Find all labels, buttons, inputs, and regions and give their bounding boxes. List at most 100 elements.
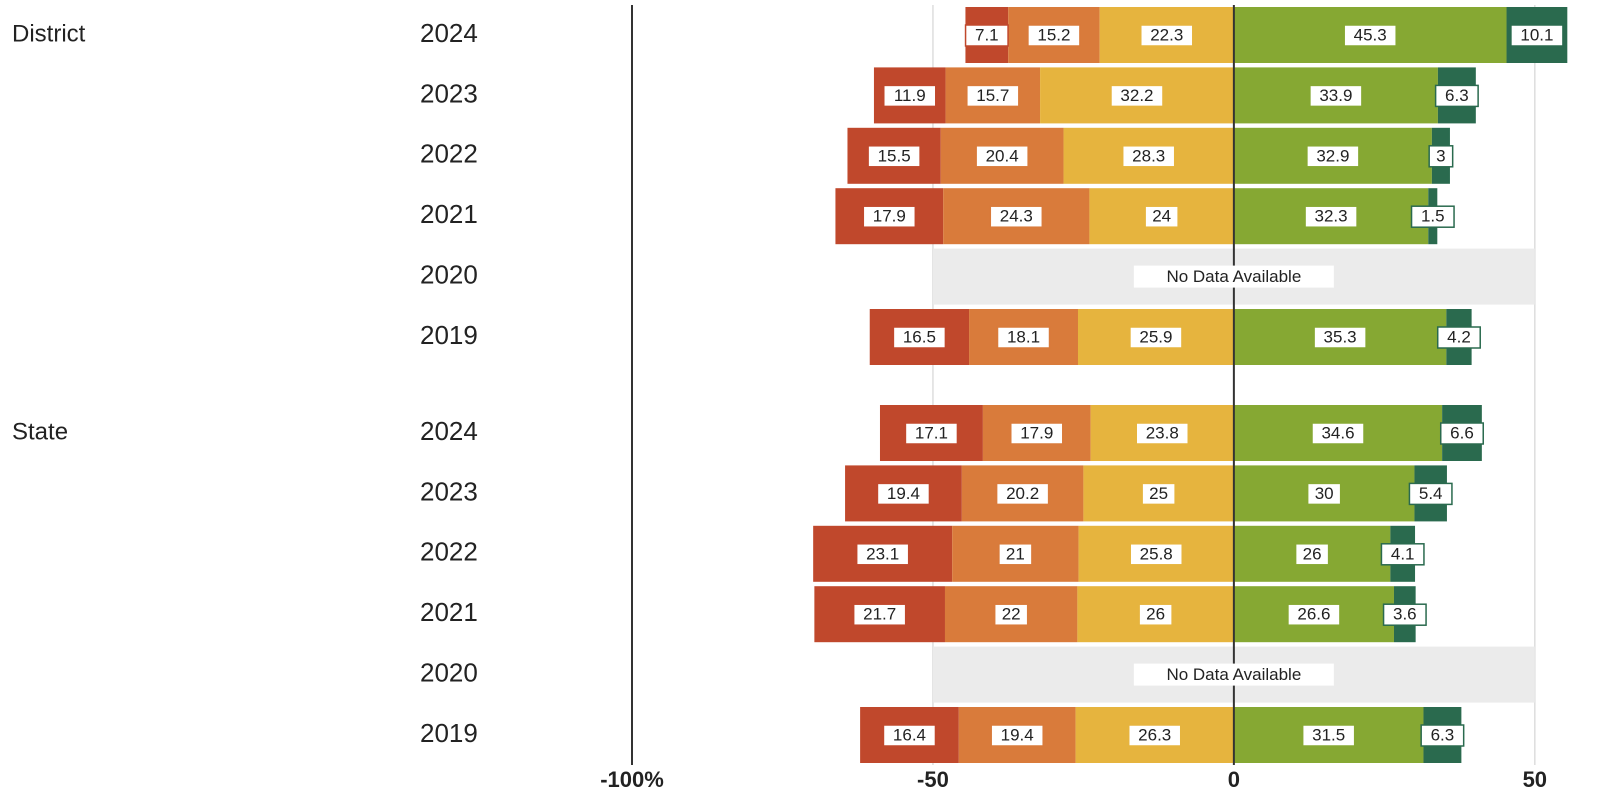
group-label: District (12, 20, 86, 47)
value-label: 15.7 (976, 86, 1009, 105)
value-label: 25.8 (1140, 544, 1173, 563)
value-label-box (1129, 543, 1183, 566)
value-label-box (1434, 84, 1479, 108)
value-label: 11.9 (894, 86, 926, 105)
value-label-box (989, 205, 1044, 228)
value-label-box (1141, 482, 1176, 506)
value-label-box (998, 543, 1033, 566)
y-tick-label: 2023 (420, 476, 478, 506)
value-label: 26 (1303, 544, 1322, 563)
value-label-box (1309, 84, 1363, 108)
annotation: No Data Available (1166, 267, 1301, 286)
value-label-box (852, 603, 907, 626)
value-label-box (995, 482, 1050, 506)
value-label-box (892, 326, 947, 349)
value-label-box (876, 482, 931, 506)
value-label: 7.1 (975, 25, 999, 44)
value-label-box (1510, 24, 1564, 47)
value-label-box (1010, 422, 1064, 445)
value-label-box (1428, 145, 1454, 168)
value-label: 26.6 (1297, 605, 1330, 624)
value-label-box (966, 84, 1020, 108)
value-label-box (1436, 326, 1481, 349)
value-label: 30 (1315, 484, 1334, 503)
value-label-box (1301, 724, 1356, 747)
value-label-box (1138, 603, 1173, 626)
value-label-box (862, 205, 917, 228)
value-label: 18.1 (1007, 327, 1040, 346)
y-tick-label: 2021 (420, 597, 478, 627)
value-label-box (1287, 603, 1341, 626)
value-label: 17.1 (915, 423, 948, 442)
group-label: State (12, 418, 68, 445)
x-tick-label: 0 (1228, 767, 1240, 792)
value-label-box (1311, 422, 1365, 445)
value-label: 10.1 (1520, 25, 1553, 44)
value-label: 3.6 (1393, 605, 1417, 624)
value-label: 25 (1149, 484, 1168, 503)
value-label-box (964, 24, 1009, 47)
value-label: 17.9 (1020, 423, 1053, 442)
value-label: 15.5 (878, 146, 911, 165)
value-label: 32.2 (1120, 86, 1153, 105)
value-label: 45.3 (1354, 25, 1387, 44)
x-tick-label: 50 (1523, 767, 1547, 792)
value-label: 24.3 (1000, 207, 1033, 226)
value-label-box (1135, 422, 1190, 445)
value-label: 19.4 (1001, 725, 1034, 744)
value-label: 34.6 (1321, 423, 1354, 442)
value-label-box (975, 145, 1029, 168)
value-label: 33.9 (1319, 86, 1352, 105)
value-label-box (1410, 205, 1455, 228)
value-label-box (1304, 205, 1358, 228)
value-label: 4.2 (1447, 327, 1471, 346)
value-label: 32.3 (1315, 207, 1348, 226)
value-label: 3 (1436, 146, 1445, 165)
value-label-box (1140, 24, 1194, 47)
value-label: 26.3 (1138, 725, 1171, 744)
annotation-box (1133, 663, 1334, 686)
annotation-box (1133, 265, 1334, 288)
value-label-box (1439, 422, 1484, 445)
value-label: 22.3 (1150, 25, 1183, 44)
value-label: 19.4 (887, 484, 920, 503)
annotation: No Data Available (1166, 665, 1301, 684)
value-label-box (1343, 24, 1397, 47)
value-label: 35.3 (1324, 327, 1357, 346)
value-label: 16.5 (903, 327, 936, 346)
value-label-box (1382, 603, 1427, 626)
value-label-box (1420, 724, 1465, 747)
y-tick-label: 2019 (420, 320, 478, 350)
value-label-box (1313, 326, 1367, 349)
y-tick-label: 2023 (420, 78, 478, 108)
value-label-box (883, 84, 937, 108)
value-label-box (1306, 145, 1360, 168)
value-label: 23.8 (1146, 423, 1179, 442)
y-tick-label: 2020 (420, 657, 478, 687)
value-label: 6.3 (1445, 86, 1469, 105)
value-label: 20.4 (986, 146, 1019, 165)
value-label-box (1144, 205, 1179, 228)
value-label: 22 (1002, 605, 1021, 624)
value-label-box (1380, 543, 1425, 566)
value-label-box (904, 422, 959, 445)
value-label: 21 (1006, 544, 1025, 563)
x-tick-label: -50 (917, 767, 949, 792)
y-tick-label: 2024 (420, 18, 478, 48)
value-label: 15.2 (1037, 25, 1070, 44)
value-label-box (1294, 543, 1330, 566)
value-label-box (1110, 84, 1164, 108)
value-label-box (855, 543, 910, 566)
value-label-box (882, 724, 937, 747)
value-label-box (1027, 24, 1081, 47)
value-label: 5.4 (1419, 484, 1443, 503)
value-label: 32.9 (1316, 146, 1349, 165)
y-tick-label: 2021 (420, 199, 478, 229)
value-label-box (1121, 145, 1176, 168)
value-label-box (1127, 724, 1182, 747)
value-label: 20.2 (1006, 484, 1039, 503)
y-tick-label: 2019 (420, 718, 478, 748)
y-tick-label: 2022 (420, 139, 478, 169)
